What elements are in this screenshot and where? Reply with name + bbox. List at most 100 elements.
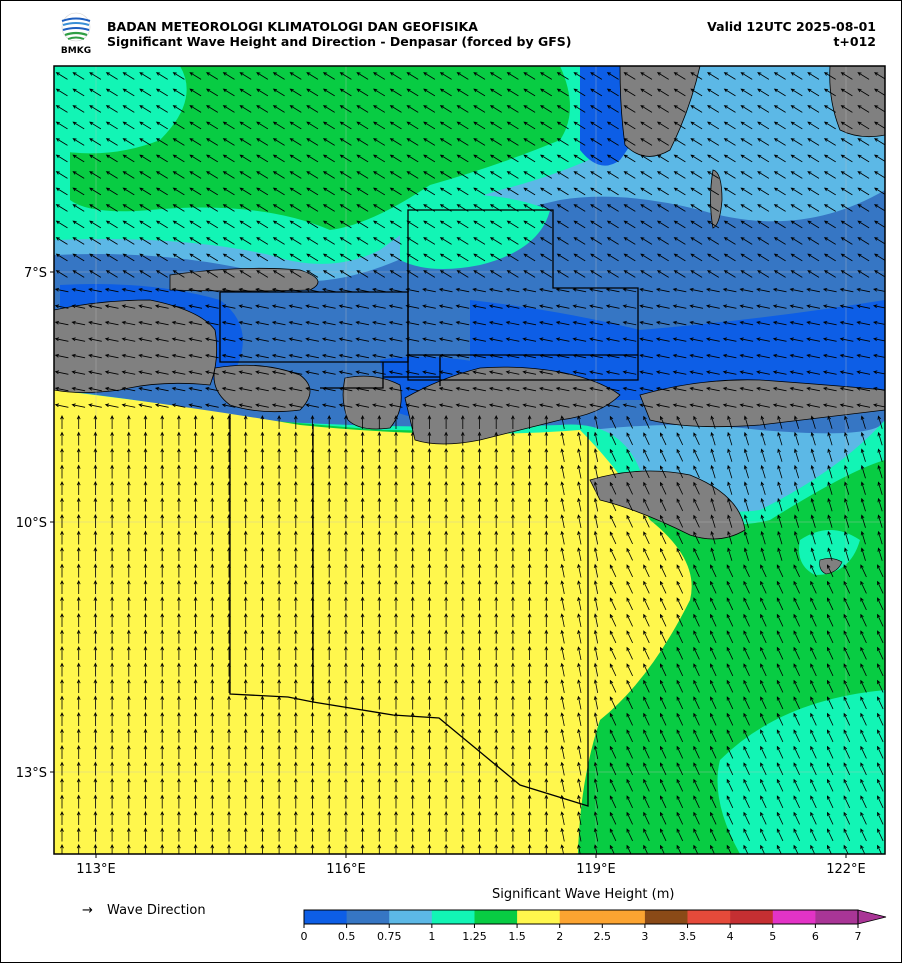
wave-arrow (160, 547, 165, 561)
wave-arrow (138, 353, 152, 359)
wave-arrow (589, 320, 603, 326)
wave-arrow (689, 386, 704, 392)
wave-arrow (122, 88, 135, 97)
wave-arrow (455, 287, 470, 293)
wave-arrow (377, 497, 382, 512)
wave-arrow (572, 320, 587, 326)
wave-arrow (527, 431, 532, 446)
colorbar-segment (644, 910, 688, 924)
wave-arrow (693, 729, 700, 743)
wave-arrow (160, 646, 165, 660)
wave-arrow (827, 745, 834, 759)
wave-arrow (477, 547, 482, 561)
wave-arrow (444, 580, 448, 594)
wave-arrow (460, 778, 465, 792)
wave-arrow (54, 386, 69, 392)
wave-arrow (727, 481, 733, 495)
wave-arrow (473, 270, 486, 278)
wave-arrow (555, 370, 570, 375)
wave-arrow (790, 105, 803, 113)
wave-arrow (743, 844, 749, 854)
wave-arrow (221, 403, 236, 408)
wave-arrow (206, 171, 219, 179)
wave-arrow (193, 712, 198, 726)
wave-arrow (860, 745, 867, 759)
wave-arrow (456, 270, 469, 278)
wave-arrow (793, 828, 800, 842)
wave-arrow (456, 237, 469, 245)
wave-arrow (857, 253, 870, 262)
wave-arrow (321, 304, 336, 309)
wave-arrow (689, 287, 704, 293)
wave-arrow (723, 138, 736, 146)
wave-arrow (177, 448, 181, 462)
wave-arrow (427, 761, 432, 776)
wave-arrow (189, 204, 202, 212)
wave-arrow (344, 761, 348, 776)
wave-arrow (72, 237, 85, 245)
wave-arrow (756, 320, 770, 326)
wave-arrow (856, 320, 871, 326)
wave-arrow (356, 121, 369, 130)
wave-arrow (877, 778, 884, 792)
wave-arrow (256, 121, 269, 130)
wave-arrow (689, 403, 704, 408)
wave-arrow (577, 827, 582, 842)
wave-arrow (327, 547, 332, 561)
wave-arrow (639, 353, 653, 359)
wave-arrow (605, 320, 620, 326)
wave-arrow (843, 712, 851, 726)
wave-arrow (76, 547, 81, 561)
wave-arrow (860, 481, 866, 495)
wave-arrow (427, 695, 432, 710)
header-validity-block: Valid 12UTC 2025-08-01 t+012 (707, 19, 876, 49)
wave-arrow (626, 514, 633, 528)
wave-arrow (204, 304, 219, 309)
wave-arrow (676, 597, 684, 611)
wave-arrow (155, 105, 168, 113)
wave-arrow (756, 403, 770, 408)
wave-arrow (177, 613, 181, 627)
wave-arrow (389, 121, 402, 130)
wave-arrow (839, 304, 854, 309)
wave-arrow (505, 304, 520, 309)
wave-arrow (344, 563, 348, 578)
wave-arrow (126, 679, 131, 693)
wave-arrow (255, 353, 269, 359)
wave-arrow (840, 88, 853, 97)
wave-arrow (110, 728, 114, 743)
wave-arrow (590, 88, 603, 97)
wave-arrow (777, 448, 783, 462)
wave-arrow (511, 794, 515, 809)
wave-arrow (356, 154, 369, 163)
wave-arrow (189, 105, 202, 113)
wave-arrow (260, 448, 265, 462)
wave-arrow (154, 370, 169, 375)
wave-arrow (676, 811, 684, 825)
wave-arrow (222, 105, 235, 113)
wave-arrow (306, 204, 319, 212)
wave-arrow (110, 695, 114, 710)
wave-arrow (139, 220, 152, 229)
wave-arrow (707, 121, 720, 130)
wave-arrow (327, 481, 332, 495)
wave-arrow (676, 696, 684, 710)
wave-arrow (143, 514, 148, 528)
wave-arrow (577, 778, 582, 792)
wave-arrow (877, 696, 884, 710)
wave-arrow (757, 121, 770, 130)
wave-arrow (377, 596, 382, 611)
wave-arrow (193, 497, 198, 512)
wave-arrow (444, 613, 448, 627)
wave-arrow (394, 448, 398, 462)
wave-arrow (544, 712, 549, 726)
wave-arrow (727, 448, 733, 462)
wave-arrow (827, 729, 834, 743)
wave-arrow (489, 88, 502, 97)
wave-arrow (105, 253, 118, 262)
wave-arrow (511, 811, 515, 825)
wave-arrow (743, 712, 750, 726)
wave-arrow (860, 663, 867, 677)
wave-arrow (727, 415, 733, 429)
wave-arrow (705, 337, 720, 342)
